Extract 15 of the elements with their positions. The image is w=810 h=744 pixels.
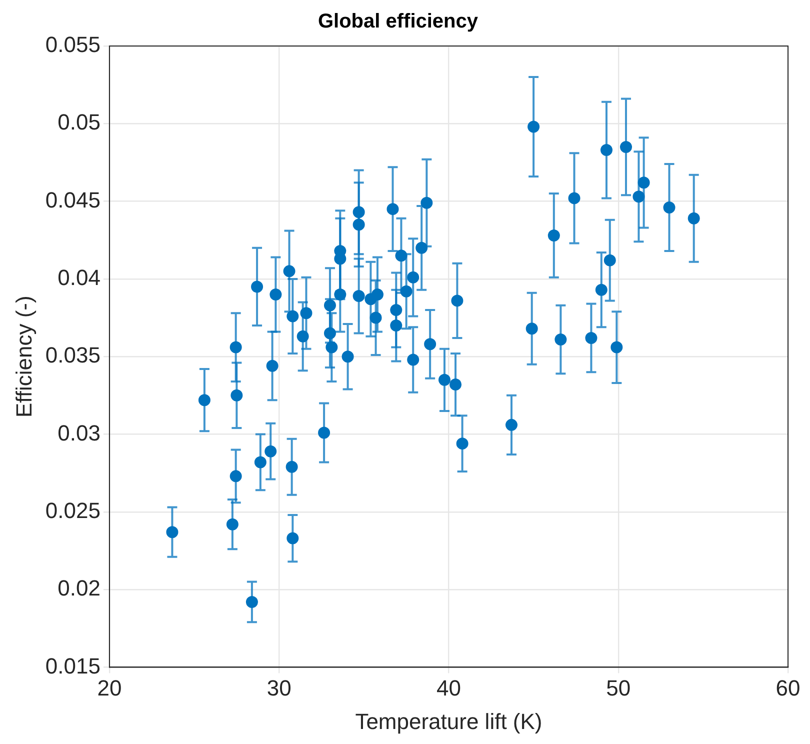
x-tick-label: 40 [436,675,461,700]
y-tick-label: 0.05 [58,110,100,135]
x-tick-label: 50 [606,675,631,700]
y-tick-label: 0.02 [58,576,100,601]
y-tick-label: 0.035 [45,342,100,368]
y-tick-label: 0.03 [58,420,100,446]
y-tick-label: 0.055 [45,32,100,58]
y-tick-label: 0.045 [45,187,100,212]
x-axis-title: Temperature lift (K) [355,708,542,734]
x-tick-label: 30 [266,675,292,700]
y-tick-label: 0.025 [45,498,100,523]
x-tick-label: 60 [776,675,800,700]
chart-title: Global efficiency [318,10,479,33]
y-axis-title: Efficiency (-) [11,296,36,418]
y-tick-label: 0.04 [58,265,100,290]
